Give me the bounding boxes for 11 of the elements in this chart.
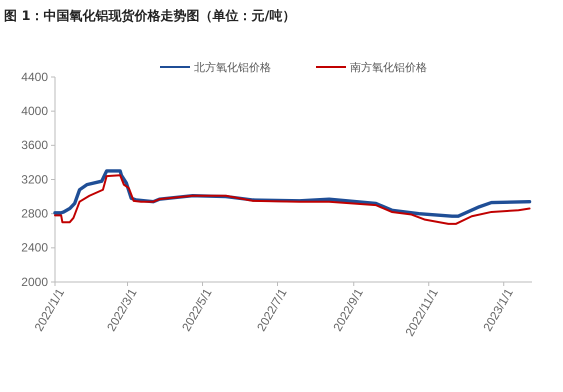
- y-tick-label: 3200: [21, 172, 48, 186]
- y-tick-label: 4000: [21, 104, 48, 118]
- y-tick-label: 2800: [21, 206, 48, 221]
- line-series: [54, 174, 531, 225]
- legend-label: 南方氧化铝价格: [350, 61, 427, 74]
- legend-label: 北方氧化铝价格: [194, 61, 271, 74]
- y-tick-label: 4400: [21, 70, 48, 84]
- chart-title: 图 1：中国氧化铝现货价格走势图（单位：元/吨）: [4, 8, 296, 24]
- y-tick-label: 3600: [21, 138, 48, 152]
- y-tick-label: 2400: [21, 240, 48, 255]
- y-tick-label: 2000: [21, 274, 48, 289]
